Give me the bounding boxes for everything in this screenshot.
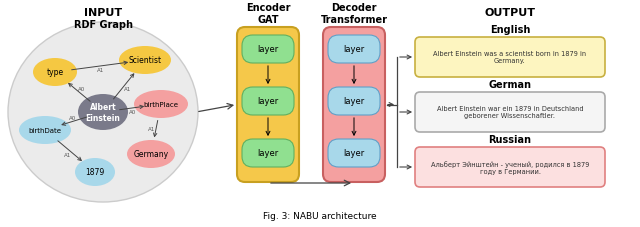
Text: type: type — [47, 68, 63, 77]
Text: A0: A0 — [129, 110, 136, 115]
Text: A0: A0 — [69, 115, 76, 120]
Text: Albert Einstein was a scientist born in 1879 in
Germany.: Albert Einstein was a scientist born in … — [433, 51, 587, 64]
Text: Albert Einstein war ein 1879 in Deutschland
geborener Wissenschaftler.: Albert Einstein war ein 1879 in Deutschl… — [436, 106, 583, 119]
Text: birthPlace: birthPlace — [143, 101, 179, 108]
Text: Альберт Эйнштейн - ученый, родился в 1879
году в Германии.: Альберт Эйнштейн - ученый, родился в 187… — [431, 160, 589, 174]
FancyBboxPatch shape — [328, 88, 380, 116]
FancyBboxPatch shape — [237, 28, 299, 182]
Ellipse shape — [127, 140, 175, 168]
Text: A1: A1 — [124, 87, 131, 92]
Ellipse shape — [19, 116, 71, 144]
Ellipse shape — [8, 23, 198, 202]
Text: German: German — [488, 80, 531, 90]
Text: Germany: Germany — [133, 150, 168, 159]
Text: Scientist: Scientist — [129, 56, 161, 65]
Text: layer: layer — [344, 97, 365, 106]
Text: A0: A0 — [78, 87, 85, 92]
Text: Encoder
GAT: Encoder GAT — [246, 3, 291, 25]
Text: INPUT: INPUT — [84, 8, 122, 18]
Ellipse shape — [75, 158, 115, 186]
Text: layer: layer — [344, 45, 365, 54]
Text: Fig. 3: NABU architecture: Fig. 3: NABU architecture — [263, 211, 377, 220]
Text: A1: A1 — [64, 152, 71, 157]
FancyBboxPatch shape — [242, 139, 294, 167]
Ellipse shape — [78, 95, 128, 131]
Ellipse shape — [134, 91, 188, 118]
FancyBboxPatch shape — [242, 36, 294, 64]
Text: layer: layer — [257, 97, 278, 106]
Text: layer: layer — [344, 149, 365, 158]
Text: Decoder
Transformer: Decoder Transformer — [321, 3, 387, 25]
FancyBboxPatch shape — [323, 28, 385, 182]
FancyBboxPatch shape — [415, 38, 605, 78]
FancyBboxPatch shape — [415, 93, 605, 132]
Text: Albert
Einstein: Albert Einstein — [86, 103, 120, 122]
FancyBboxPatch shape — [328, 36, 380, 64]
Ellipse shape — [119, 47, 171, 75]
Text: A1: A1 — [97, 68, 104, 73]
Text: layer: layer — [257, 149, 278, 158]
FancyBboxPatch shape — [242, 88, 294, 116]
FancyBboxPatch shape — [328, 139, 380, 167]
Text: OUTPUT: OUTPUT — [484, 8, 536, 18]
Text: layer: layer — [257, 45, 278, 54]
FancyBboxPatch shape — [415, 147, 605, 187]
Text: birthDate: birthDate — [29, 127, 61, 133]
Text: 1879: 1879 — [85, 168, 104, 177]
Text: English: English — [490, 25, 530, 35]
Ellipse shape — [33, 59, 77, 87]
Text: A1: A1 — [148, 126, 156, 131]
Text: RDF Graph: RDF Graph — [74, 20, 132, 30]
Text: Russian: Russian — [488, 134, 531, 144]
